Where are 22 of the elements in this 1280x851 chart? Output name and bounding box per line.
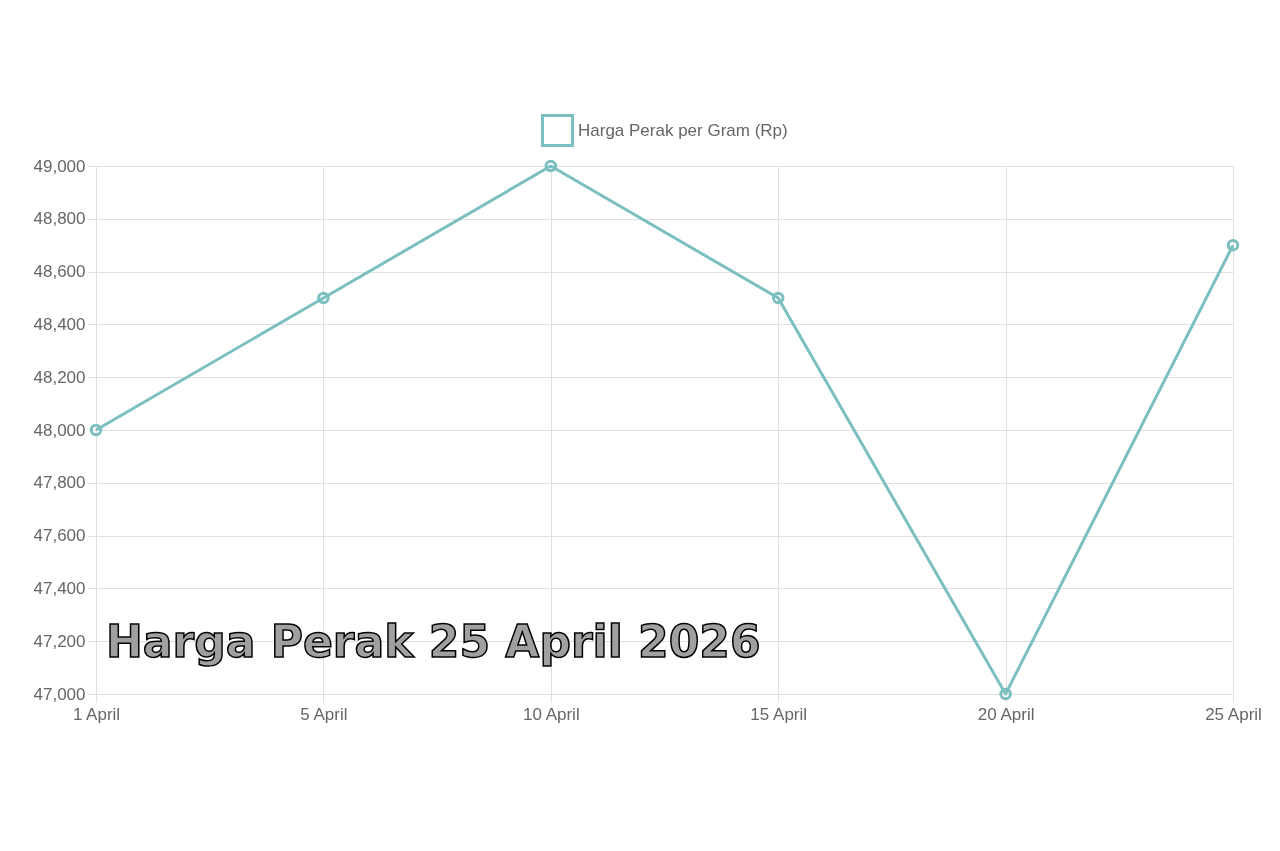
x-tick-label: 25 April xyxy=(1205,704,1262,724)
y-tick-label: 47,400 xyxy=(33,578,86,598)
x-tick-label: 5 April xyxy=(300,704,348,724)
text: Harga Perak 25 April 2026 xyxy=(106,616,761,667)
x-tick-label: 1 April xyxy=(72,704,121,724)
y-tick-label: 48,000 xyxy=(33,420,86,440)
y-tick-label: 48,600 xyxy=(33,262,86,282)
y-tick-label: 49,000 xyxy=(33,156,86,176)
point xyxy=(544,159,558,173)
y-tick-label: 48,400 xyxy=(33,314,86,334)
point xyxy=(317,291,330,305)
x-tick-label: 20 April xyxy=(977,704,1035,724)
point xyxy=(771,291,785,305)
x-tick-label: 15 April xyxy=(750,704,808,724)
y-tick-label: 47,800 xyxy=(33,473,86,493)
y-tick-label: 47,200 xyxy=(33,631,86,651)
y-tick-label: 47,000 xyxy=(33,684,86,704)
y-tick-label: 48,800 xyxy=(33,209,86,229)
y-tick-label: 48,200 xyxy=(33,367,86,387)
legend-label: Harga Perak per Gram (Rp) xyxy=(578,120,788,140)
x-tick-label: 10 April xyxy=(522,704,580,724)
y-tick-label: 47,600 xyxy=(33,526,86,546)
